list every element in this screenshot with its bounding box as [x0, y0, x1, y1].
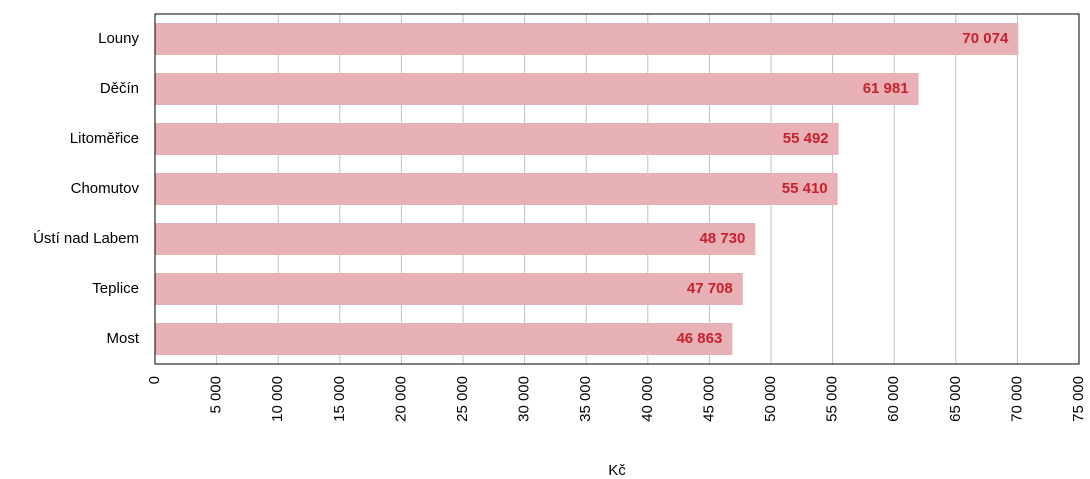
y-tick-label: Litoměřice: [70, 130, 139, 147]
y-tick-label: Most: [106, 330, 139, 347]
y-tick-label: Louny: [98, 30, 139, 47]
x-tick-label: 30 000: [516, 376, 533, 422]
bar: [155, 223, 756, 255]
value-label: 55 410: [782, 180, 828, 197]
bar: [155, 173, 838, 205]
y-tick-label: Děčín: [100, 80, 139, 97]
x-axis-label: Kč: [608, 462, 626, 479]
x-tick-label: 0: [146, 376, 163, 384]
x-tick-label: 55 000: [824, 376, 841, 422]
value-label: 61 981: [863, 80, 909, 97]
plot-frame: [154, 13, 1080, 365]
x-tick-label: 50 000: [762, 376, 779, 422]
value-label: 70 074: [962, 30, 1009, 47]
x-tick-label: 15 000: [331, 376, 348, 422]
bar: [155, 323, 733, 355]
x-tick-label: 45 000: [700, 376, 717, 422]
x-tick-label: 60 000: [885, 376, 902, 422]
value-label: 55 492: [783, 130, 829, 147]
bar: [155, 73, 919, 105]
y-tick-label: Teplice: [92, 280, 139, 297]
x-tick-label: 5 000: [208, 376, 225, 414]
bar: [155, 123, 839, 155]
x-tick-label: 20 000: [392, 376, 409, 422]
x-tick-label: 70 000: [1008, 376, 1025, 422]
x-tick-label: 35 000: [577, 376, 594, 422]
bar: [155, 23, 1019, 55]
x-tick-label: 65 000: [947, 376, 964, 422]
y-tick-label: Chomutov: [71, 180, 140, 197]
bar: [155, 273, 743, 305]
value-label: 48 730: [699, 230, 745, 247]
x-tick-label: 40 000: [639, 376, 656, 422]
value-label: 47 708: [687, 280, 733, 297]
y-tick-label: Ústí nad Labem: [33, 230, 139, 247]
x-tick-label: 10 000: [269, 376, 286, 422]
x-tick-label: 75 000: [1070, 376, 1087, 422]
value-label: 46 863: [676, 330, 722, 347]
x-tick-label: 25 000: [454, 376, 471, 422]
